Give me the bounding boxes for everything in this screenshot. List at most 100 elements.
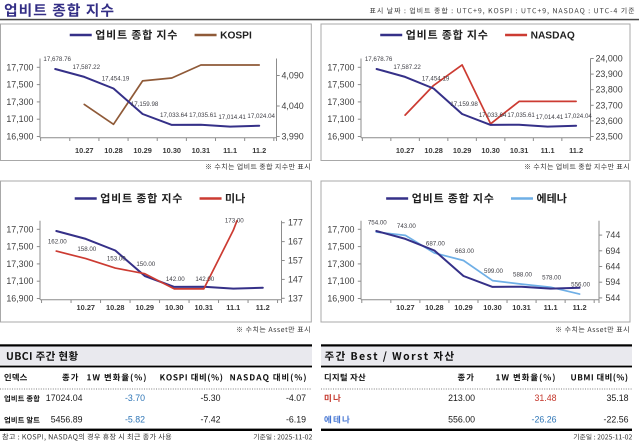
- svg-text:167: 167: [288, 237, 303, 247]
- svg-text:17,678.76: 17,678.76: [365, 56, 393, 63]
- svg-text:10.30: 10.30: [163, 146, 182, 155]
- svg-text:10.30: 10.30: [483, 303, 502, 312]
- svg-text:10.28: 10.28: [425, 303, 444, 312]
- svg-text:-6.19: -6.19: [286, 415, 306, 425]
- svg-text:-4.07: -4.07: [286, 393, 306, 403]
- svg-text:687.00: 687.00: [426, 240, 445, 247]
- svg-text:157: 157: [288, 256, 303, 266]
- svg-text:588.00: 588.00: [513, 272, 532, 279]
- svg-text:10.31: 10.31: [192, 146, 211, 155]
- svg-text:17,100: 17,100: [6, 114, 33, 124]
- svg-text:142.00: 142.00: [166, 276, 185, 283]
- svg-text:10.27: 10.27: [396, 303, 415, 312]
- svg-text:10.29: 10.29: [133, 146, 152, 155]
- svg-text:17,500: 17,500: [6, 242, 33, 252]
- svg-text:17,454.19: 17,454.19: [102, 76, 130, 83]
- svg-text:23,500: 23,500: [596, 132, 623, 142]
- svg-text:11.2: 11.2: [573, 303, 587, 312]
- svg-text:-26.26: -26.26: [532, 415, 557, 425]
- svg-text:11.1: 11.1: [226, 303, 240, 312]
- svg-text:17,159.98: 17,159.98: [450, 101, 478, 108]
- svg-text:24,000: 24,000: [596, 54, 623, 64]
- svg-text:-3.70: -3.70: [125, 393, 145, 403]
- svg-text:743.00: 743.00: [397, 223, 416, 230]
- svg-text:17,100: 17,100: [6, 276, 33, 286]
- svg-text:17,700: 17,700: [6, 224, 33, 234]
- svg-text:17,100: 17,100: [327, 276, 354, 286]
- svg-text:11.1: 11.1: [544, 303, 558, 312]
- svg-text:16,900: 16,900: [327, 294, 354, 304]
- svg-text:10.31: 10.31: [510, 146, 529, 155]
- svg-text:17,024.04: 17,024.04: [564, 113, 592, 120]
- svg-text:594: 594: [606, 277, 621, 287]
- svg-text:3,990: 3,990: [282, 132, 304, 142]
- svg-text:-22.56: -22.56: [604, 415, 629, 425]
- svg-text:10.31: 10.31: [512, 303, 531, 312]
- svg-text:153.00: 153.00: [107, 256, 126, 263]
- svg-text:17,024.04: 17,024.04: [247, 113, 275, 120]
- svg-text:17,300: 17,300: [6, 259, 33, 269]
- svg-text:162.00: 162.00: [48, 239, 67, 246]
- svg-text:23,700: 23,700: [596, 100, 623, 110]
- svg-text:17,035.61: 17,035.61: [189, 112, 217, 119]
- svg-text:10.30: 10.30: [165, 303, 184, 312]
- svg-text:17,033.64: 17,033.64: [479, 112, 507, 119]
- svg-text:-7.42: -7.42: [200, 415, 220, 425]
- svg-text:544: 544: [606, 293, 621, 303]
- svg-text:142.00: 142.00: [195, 276, 214, 283]
- svg-text:NASDAQ: NASDAQ: [531, 31, 575, 42]
- svg-text:17,300: 17,300: [6, 97, 33, 107]
- svg-text:599.00: 599.00: [484, 268, 503, 275]
- svg-text:10.27: 10.27: [77, 303, 96, 312]
- svg-text:10.29: 10.29: [453, 146, 472, 155]
- svg-text:556.00: 556.00: [448, 415, 475, 425]
- svg-text:17,700: 17,700: [6, 62, 33, 72]
- svg-text:663.00: 663.00: [455, 248, 474, 255]
- svg-text:16,900: 16,900: [327, 132, 354, 142]
- svg-text:23,800: 23,800: [596, 85, 623, 95]
- svg-text:10.28: 10.28: [104, 146, 123, 155]
- svg-text:11.1: 11.1: [541, 146, 555, 155]
- svg-text:KOSPI: KOSPI: [220, 31, 252, 42]
- svg-text:17,035.61: 17,035.61: [507, 112, 535, 119]
- svg-text:10.27: 10.27: [396, 146, 415, 155]
- svg-text:10.28: 10.28: [106, 303, 125, 312]
- svg-text:744: 744: [606, 230, 621, 240]
- svg-text:17024.04: 17024.04: [46, 393, 83, 403]
- svg-text:17,500: 17,500: [6, 80, 33, 90]
- svg-text:644: 644: [606, 262, 621, 272]
- svg-text:31.48: 31.48: [534, 393, 556, 403]
- svg-text:16,900: 16,900: [6, 132, 33, 142]
- svg-text:17,500: 17,500: [327, 80, 354, 90]
- svg-text:-5.82: -5.82: [125, 415, 145, 425]
- svg-text:17,500: 17,500: [327, 242, 354, 252]
- svg-text:10.31: 10.31: [195, 303, 214, 312]
- svg-text:17,300: 17,300: [327, 97, 354, 107]
- svg-text:4,040: 4,040: [282, 101, 304, 111]
- svg-text:16,900: 16,900: [6, 294, 33, 304]
- svg-text:17,159.98: 17,159.98: [131, 101, 159, 108]
- svg-text:17,300: 17,300: [327, 259, 354, 269]
- svg-text:10.30: 10.30: [481, 146, 500, 155]
- svg-text:556.00: 556.00: [571, 282, 590, 289]
- svg-text:17,454.19: 17,454.19: [422, 76, 450, 83]
- svg-text:17,587.22: 17,587.22: [393, 64, 421, 71]
- svg-text:17,014.41: 17,014.41: [536, 114, 564, 121]
- svg-text:137: 137: [288, 293, 303, 303]
- svg-text:11.2: 11.2: [252, 146, 266, 155]
- svg-text:147: 147: [288, 274, 303, 284]
- svg-text:10.28: 10.28: [424, 146, 443, 155]
- svg-text:23,900: 23,900: [596, 69, 623, 79]
- svg-text:694: 694: [606, 246, 621, 256]
- svg-text:17,700: 17,700: [327, 224, 354, 234]
- svg-text:158.00: 158.00: [77, 246, 96, 253]
- svg-text:177: 177: [288, 218, 303, 228]
- svg-text:10.29: 10.29: [136, 303, 155, 312]
- svg-text:17,678.76: 17,678.76: [43, 56, 71, 63]
- svg-text:17,700: 17,700: [327, 62, 354, 72]
- svg-text:578.00: 578.00: [542, 275, 561, 282]
- svg-text:754.00: 754.00: [368, 219, 387, 226]
- svg-text:10.29: 10.29: [454, 303, 473, 312]
- svg-text:17,014.41: 17,014.41: [218, 114, 246, 121]
- svg-text:11.1: 11.1: [223, 146, 237, 155]
